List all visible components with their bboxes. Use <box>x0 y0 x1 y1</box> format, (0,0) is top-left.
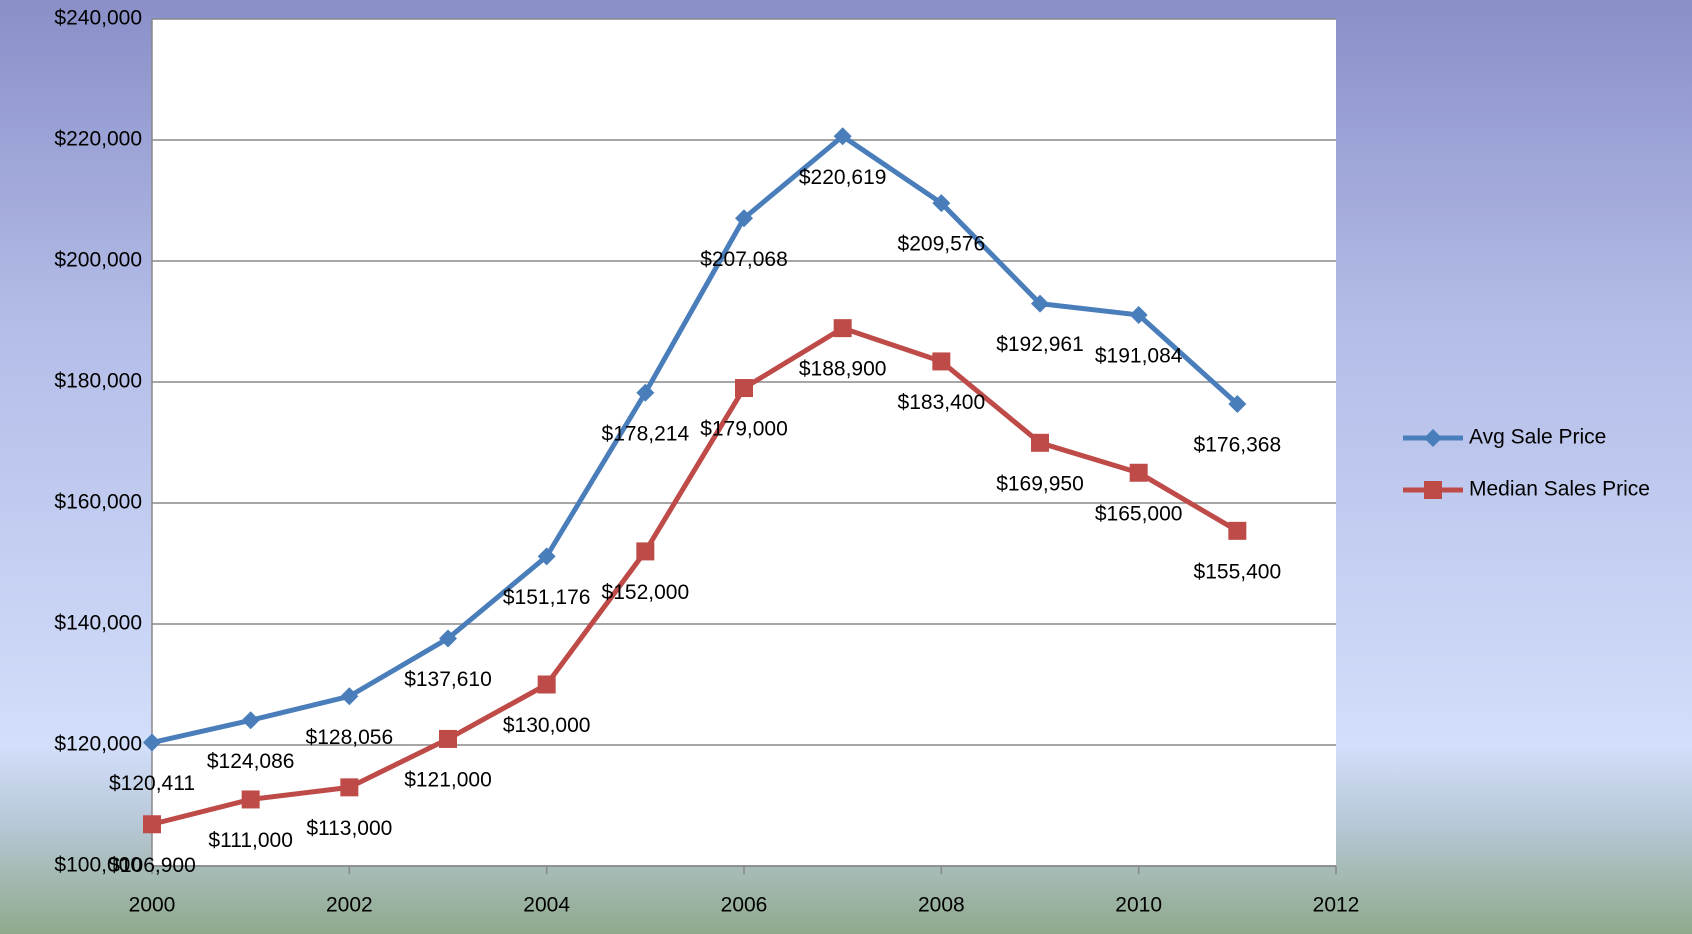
marker <box>1129 463 1148 482</box>
data-label: $165,000 <box>1095 502 1183 525</box>
marker <box>241 711 260 730</box>
data-label: $130,000 <box>503 714 591 737</box>
data-label: $207,068 <box>700 248 788 271</box>
x-tick-label: 2010 <box>1115 894 1162 917</box>
marker <box>833 127 852 146</box>
data-label: $192,961 <box>996 333 1084 356</box>
data-label: $124,086 <box>207 750 295 773</box>
marker <box>735 209 753 228</box>
data-label: $188,900 <box>799 358 887 381</box>
y-tick-label: $240,000 <box>54 7 142 30</box>
data-label: $120,411 <box>109 772 195 795</box>
marker <box>143 815 161 834</box>
marker <box>340 778 359 797</box>
x-tick-label: 2000 <box>129 894 176 917</box>
marker <box>932 352 951 371</box>
data-label: $111,000 <box>208 829 292 852</box>
data-label: $220,619 <box>799 166 887 189</box>
marker <box>636 383 655 402</box>
marker <box>1424 481 1442 499</box>
marker <box>833 319 852 338</box>
y-tick-label: $200,000 <box>54 249 142 272</box>
data-label: $183,400 <box>898 391 986 414</box>
series-line <box>151 325 1239 827</box>
data-label: $209,576 <box>898 233 986 256</box>
y-tick-label: $140,000 <box>54 612 142 635</box>
marker <box>1424 429 1442 447</box>
y-tick-label: $160,000 <box>54 491 142 514</box>
data-label: $155,400 <box>1194 560 1282 583</box>
data-label: $113,000 <box>306 817 392 840</box>
data-label: $178,214 <box>602 422 690 445</box>
series-line <box>151 133 1240 745</box>
data-label: $151,176 <box>503 586 591 609</box>
legend-label: Avg Sale Price <box>1469 426 1606 449</box>
marker <box>932 194 951 213</box>
marker <box>1228 394 1247 413</box>
x-tick-label: 2006 <box>721 894 768 917</box>
marker <box>636 542 655 561</box>
y-tick-label: $220,000 <box>54 128 142 151</box>
marker <box>439 729 457 748</box>
x-tick-label: 2002 <box>326 894 373 917</box>
y-tick-label: $120,000 <box>54 733 142 756</box>
marker <box>241 790 260 809</box>
marker <box>537 675 556 694</box>
x-tick-label: 2004 <box>523 894 570 917</box>
marker <box>143 733 161 752</box>
data-label: $169,950 <box>996 472 1084 495</box>
plot-area <box>152 19 1336 866</box>
marker <box>735 379 753 398</box>
data-label: $179,000 <box>700 418 788 441</box>
marker <box>439 629 457 648</box>
data-label: $176,368 <box>1194 434 1282 457</box>
legend-label: Median Sales Price <box>1469 478 1650 501</box>
marker <box>1129 305 1148 324</box>
data-label: $137,610 <box>404 668 492 691</box>
data-label: $128,056 <box>306 726 394 749</box>
data-label: $121,000 <box>404 768 492 791</box>
data-label: $106,900 <box>108 854 196 877</box>
marker <box>1228 521 1247 540</box>
marker <box>537 547 556 566</box>
data-label: $191,084 <box>1095 344 1183 367</box>
y-tick-label: $100,000 <box>54 854 142 877</box>
marker <box>1031 433 1049 452</box>
x-tick-label: 2008 <box>918 894 965 917</box>
x-tick-label: 2012 <box>1313 894 1360 917</box>
marker <box>340 687 359 706</box>
y-tick-label: $180,000 <box>54 370 142 393</box>
marker <box>1031 294 1049 313</box>
data-label: $152,000 <box>602 581 690 604</box>
